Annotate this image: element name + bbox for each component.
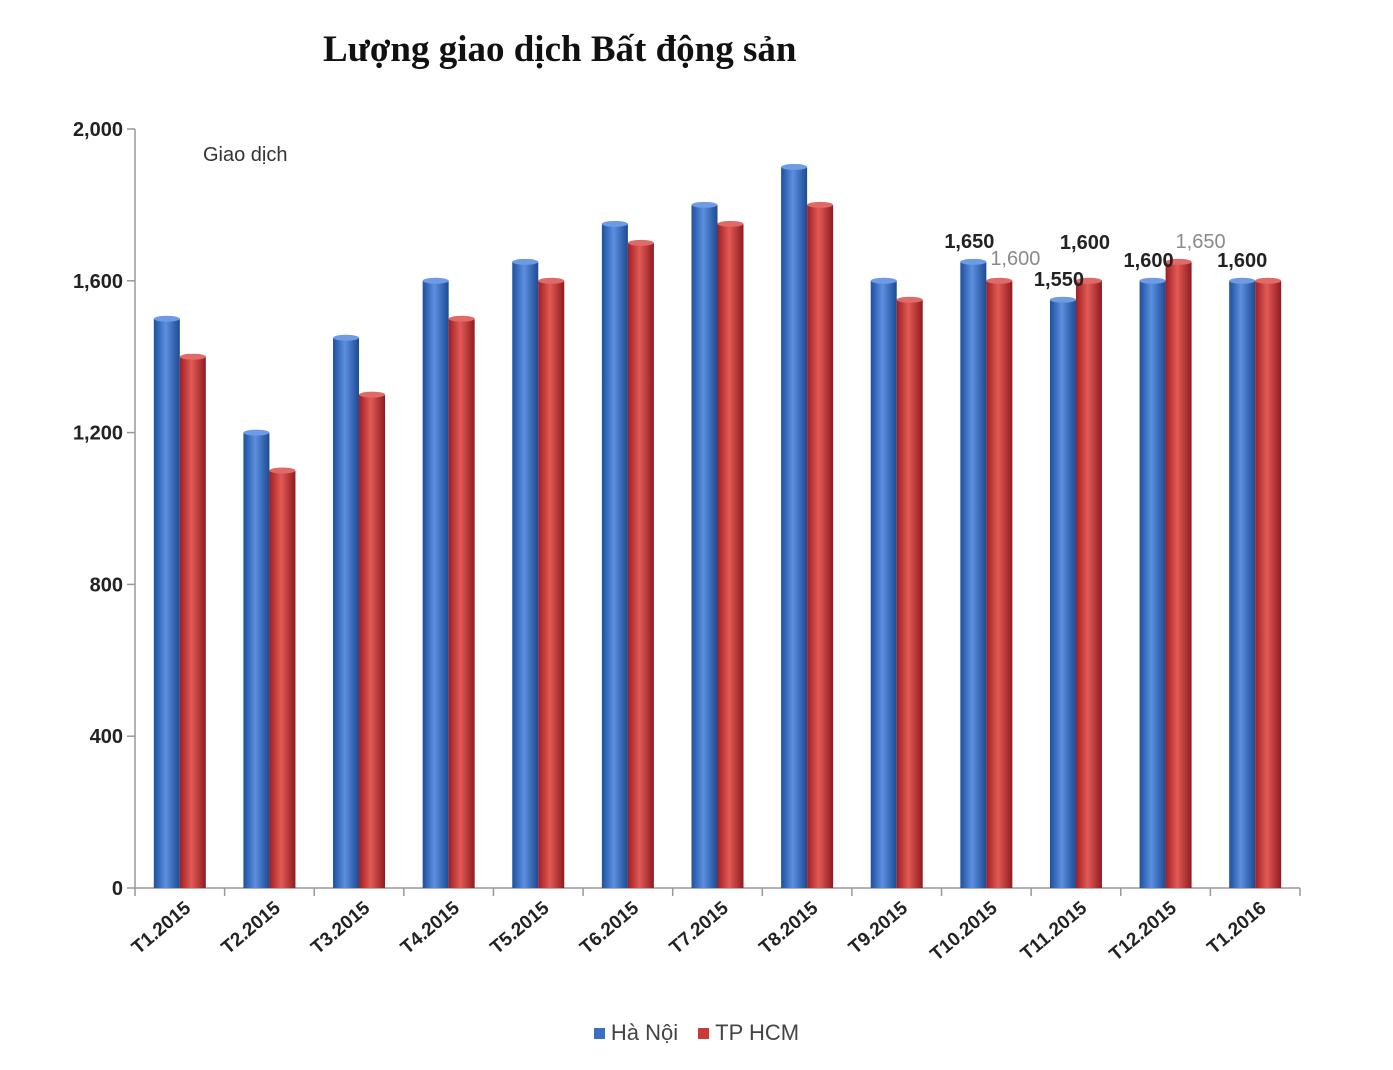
bar-tphcm	[627, 242, 654, 889]
y-tick-label: 400	[90, 726, 123, 748]
bar-tphcm	[896, 299, 923, 888]
bar-hanoi-top	[153, 315, 180, 322]
bar-hanoi	[781, 166, 808, 888]
bar-hanoi-top	[243, 429, 270, 436]
bar-hanoi-top	[870, 277, 897, 284]
bar-tphcm	[179, 356, 206, 888]
x-tick-label: T1.2016	[1203, 898, 1270, 959]
legend: Hà Nội TP HCM	[0, 1020, 1393, 1046]
bar-tphcm-top	[896, 296, 923, 303]
bar-hanoi	[1049, 299, 1076, 888]
bar-tphcm	[717, 223, 744, 888]
x-tick-label: T10.2015	[927, 897, 1002, 965]
bar-hanoi-top	[1049, 296, 1076, 303]
bar-hanoi	[512, 261, 539, 888]
bar-tphcm-top	[538, 277, 565, 284]
bar-hanoi	[422, 280, 449, 888]
bar-tphcm-top	[627, 239, 654, 246]
legend-item-tphcm: TP HCM	[698, 1020, 799, 1046]
y-tick-label: 800	[90, 574, 123, 596]
y-tick-label: 1,200	[73, 423, 123, 445]
legend-label-tphcm: TP HCM	[715, 1020, 800, 1045]
bar-tphcm	[1075, 280, 1102, 888]
bar-tphcm	[359, 394, 386, 888]
x-tick-label: T6.2015	[576, 897, 643, 958]
bar-hanoi-top	[1229, 277, 1256, 284]
data-label: 1,650	[944, 231, 994, 253]
x-tick-label: T2.2015	[218, 897, 285, 958]
x-tick-label: T12.2015	[1106, 897, 1181, 965]
data-label: 1,600	[990, 248, 1040, 270]
bar-tphcm	[269, 470, 296, 888]
legend-swatch-tphcm	[698, 1027, 710, 1039]
x-tick-label: T3.2015	[307, 897, 374, 958]
legend-label-hanoi: Hà Nội	[610, 1020, 679, 1045]
bar-tphcm-top	[448, 315, 475, 322]
y-tick-label: 1,600	[73, 271, 123, 293]
bar-tphcm	[1255, 280, 1282, 888]
data-label: 1,600	[1217, 250, 1267, 272]
bar-tphcm-top	[359, 391, 386, 398]
bar-hanoi	[333, 337, 360, 889]
bars	[153, 163, 1282, 889]
bar-tphcm	[538, 280, 565, 888]
x-tick-label: T9.2015	[845, 897, 912, 958]
bar-hanoi	[691, 204, 718, 888]
chart-title: Lượng giao dịch Bất động sản	[323, 29, 797, 70]
bar-hanoi	[153, 318, 180, 888]
bar-hanoi-top	[333, 334, 360, 341]
x-tick-label: T8.2015	[755, 897, 822, 958]
bar-hanoi	[601, 223, 628, 888]
bar-tphcm-top	[1255, 277, 1282, 284]
data-label: 1,650	[1176, 231, 1226, 253]
bar-tphcm-top	[179, 353, 206, 360]
x-tick-label: T1.2015	[128, 897, 195, 958]
bar-hanoi-top	[601, 220, 628, 227]
x-tick-label: T7.2015	[666, 897, 733, 958]
x-tick-label: T4.2015	[397, 897, 464, 958]
x-tick-label: T11.2015	[1017, 897, 1092, 964]
bar-tphcm-top	[717, 220, 744, 227]
bar-chart: 0 400 800 1,200 1,600 2,000 T1.2015 T2.2015 T3.2…	[73, 119, 1301, 965]
bar-hanoi	[960, 261, 987, 888]
bar-tphcm-top	[807, 201, 834, 208]
bar-tphcm-top	[1075, 277, 1102, 284]
data-label: 1,600	[1060, 232, 1110, 254]
bar-hanoi	[870, 280, 897, 888]
bar-hanoi-top	[512, 258, 539, 265]
bar-hanoi-top	[960, 258, 987, 265]
data-label: 1,550	[1034, 269, 1084, 291]
bar-tphcm-top	[269, 467, 296, 474]
legend-swatch-hanoi	[593, 1027, 605, 1039]
bar-hanoi-top	[422, 277, 449, 284]
bar-tphcm-top	[1165, 258, 1192, 265]
y-tick-label: 2,000	[73, 119, 123, 141]
bar-tphcm-top	[986, 277, 1013, 284]
x-tick-label: T5.2015	[487, 897, 554, 958]
bar-hanoi-top	[1139, 277, 1166, 284]
data-label: 1,600	[1124, 250, 1174, 272]
bar-tphcm	[448, 318, 475, 888]
bar-hanoi	[1139, 280, 1166, 888]
bar-tphcm	[986, 280, 1013, 888]
bar-tphcm	[807, 204, 834, 888]
bar-tphcm	[1165, 261, 1192, 888]
y-tick-label: 0	[112, 878, 123, 900]
bar-hanoi-top	[691, 201, 718, 208]
legend-item-hanoi: Hà Nội	[593, 1020, 679, 1046]
y-unit-label: Giao dịch	[203, 144, 288, 166]
bar-hanoi	[1229, 280, 1256, 888]
bar-hanoi	[243, 432, 270, 888]
bar-hanoi-top	[781, 163, 808, 170]
